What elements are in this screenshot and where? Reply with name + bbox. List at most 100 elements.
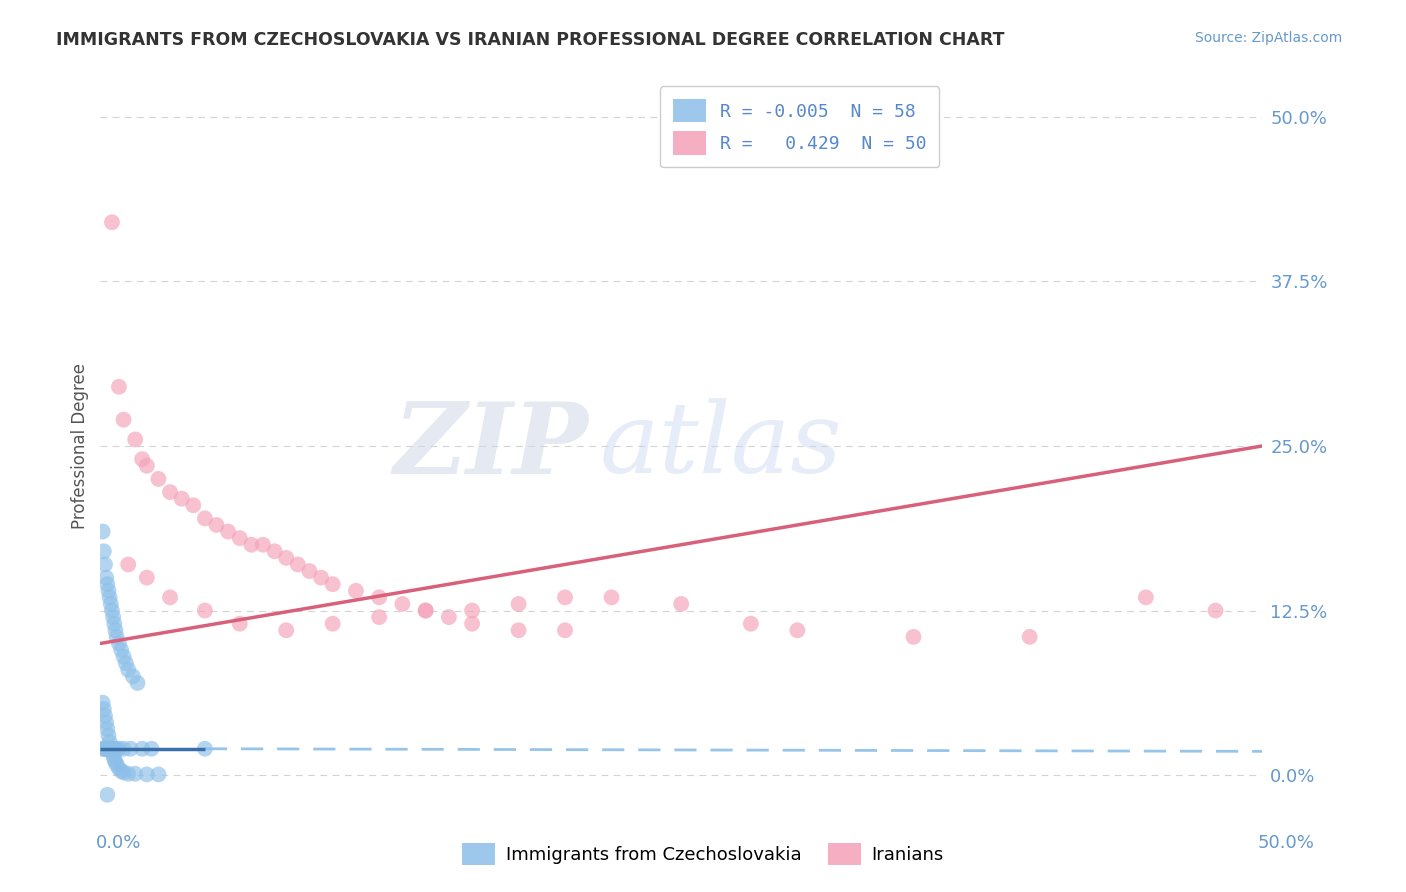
Point [415,603,437,617]
Point [101,603,124,617]
Point [124,433,146,447]
Point [1135,591,1157,605]
Point [96,577,118,591]
Point [344,583,367,598]
Point [287,558,309,572]
Point [252,538,274,552]
Point [108,380,131,394]
Point [117,766,139,780]
Point [112,741,135,756]
Point [368,591,391,605]
Point [391,597,413,611]
Point [101,610,124,624]
Point [110,643,132,657]
Point [101,748,124,763]
Text: 0.0%: 0.0% [96,834,141,852]
Point [131,741,153,756]
Point [93,702,115,716]
Point [229,616,252,631]
Point [108,741,131,756]
Point [103,752,125,766]
Point [97,583,120,598]
Point [98,741,121,756]
Point [181,498,204,512]
Point [103,741,125,756]
Point [1205,603,1227,617]
Point [148,472,170,486]
Point [94,709,117,723]
Point [141,741,163,756]
Point [170,491,193,506]
Point [96,722,118,736]
Point [105,630,128,644]
Y-axis label: Professional Degree: Professional Degree [72,363,89,529]
Point [112,412,135,426]
Point [437,610,460,624]
Point [309,571,332,585]
Point [117,558,139,572]
Point [194,603,217,617]
Point [101,741,124,756]
Point [124,766,146,780]
Point [96,788,118,802]
Point [91,524,114,539]
Point [94,741,117,756]
Point [554,624,576,638]
Point [105,757,128,772]
Point [786,624,808,638]
Point [100,741,122,756]
Point [108,636,131,650]
Point [97,729,120,743]
Point [135,458,157,473]
Point [903,630,925,644]
Point [368,610,391,624]
Point [96,715,118,730]
Point [461,603,484,617]
Point [159,485,181,500]
Point [93,544,115,558]
Point [117,663,139,677]
Point [91,741,114,756]
Point [104,755,127,769]
Point [135,767,157,781]
Point [148,767,170,781]
Legend: R = -0.005  N = 58, R =   0.429  N = 50: R = -0.005 N = 58, R = 0.429 N = 50 [661,87,939,167]
Point [263,544,285,558]
Point [508,597,530,611]
Point [97,741,120,756]
Text: atlas: atlas [600,399,842,493]
Point [194,741,217,756]
Point [105,741,128,756]
Point [131,452,153,467]
Point [112,649,135,664]
Point [96,571,118,585]
Point [554,591,576,605]
Point [98,591,121,605]
Point [229,531,252,545]
Point [122,669,145,683]
Text: IMMIGRANTS FROM CZECHOSLOVAKIA VS IRANIAN PROFESSIONAL DEGREE CORRELATION CHART: IMMIGRANTS FROM CZECHOSLOVAKIA VS IRANIA… [56,31,1005,49]
Point [194,511,217,525]
Point [135,571,157,585]
Point [104,624,127,638]
Point [120,741,142,756]
Point [217,524,239,539]
Point [110,764,132,778]
Point [1018,630,1040,644]
Point [669,597,692,611]
Point [93,741,115,756]
Point [101,215,124,229]
Point [508,624,530,638]
Point [461,616,484,631]
Point [108,762,131,776]
Point [276,550,298,565]
Point [276,624,298,638]
Text: 50.0%: 50.0% [1258,834,1315,852]
Point [127,676,149,690]
Point [96,741,118,756]
Point [112,765,135,780]
Point [98,735,121,749]
Point [100,597,122,611]
Point [159,591,181,605]
Point [322,616,344,631]
